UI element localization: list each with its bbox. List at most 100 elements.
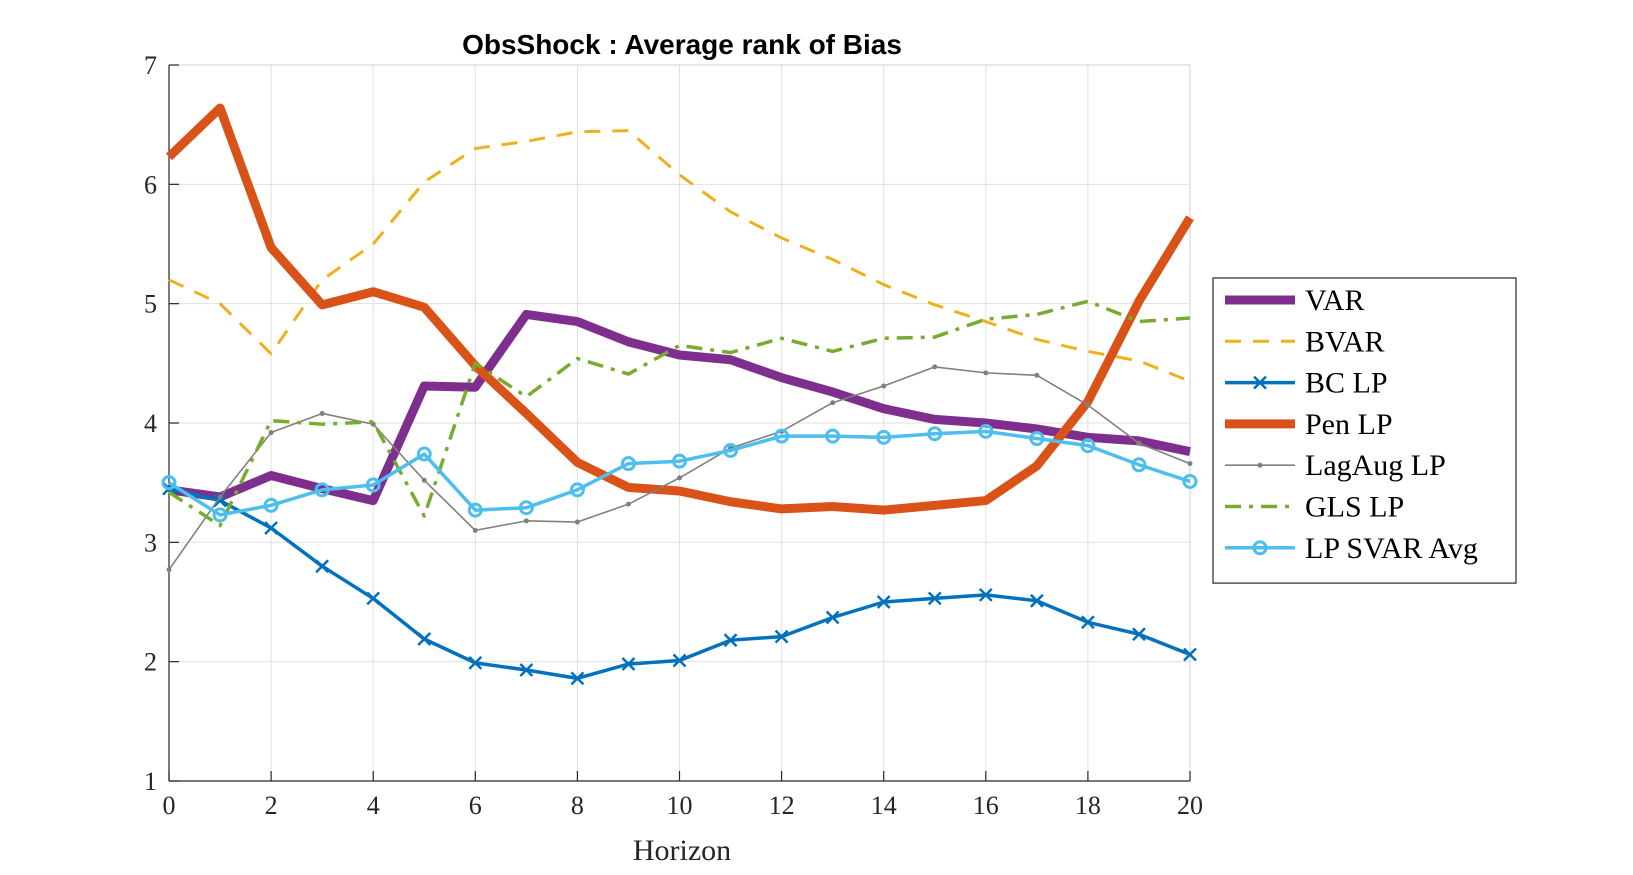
x-tick-label: 18 <box>1075 791 1101 820</box>
x-tick-label: 6 <box>469 791 482 820</box>
series-line-var <box>168 309 1191 506</box>
data-point-bc-lp <box>264 521 278 535</box>
data-point-lp-svar-avg <box>825 428 841 444</box>
series-lagaug-lp <box>166 364 1193 573</box>
legend-label-var: VAR <box>1305 284 1364 317</box>
data-point-lagaug-lp <box>421 477 427 483</box>
data-point-lp-svar-avg <box>1131 457 1147 473</box>
legend-label-lagaug-lp: LagAug LP <box>1305 449 1446 482</box>
data-point-lp-svar-avg <box>263 497 279 513</box>
data-point-lp-svar-avg <box>723 442 739 458</box>
data-point-bc-lp <box>366 591 381 606</box>
data-point-lp-svar-avg <box>467 502 483 518</box>
x-tick-label: 12 <box>769 791 795 820</box>
data-point-lagaug-lp <box>472 527 478 533</box>
data-point-bc-lp <box>774 629 789 644</box>
x-axis-label: Horizon <box>633 834 731 867</box>
legend-marker-bc-lp <box>1253 375 1267 390</box>
data-point-lp-svar-avg <box>161 475 177 491</box>
data-point-lagaug-lp <box>1085 402 1091 408</box>
series-lines <box>161 103 1198 686</box>
data-point-bc-lp <box>468 655 483 670</box>
legend-marker-lagaug-lp <box>1257 462 1263 468</box>
data-point-lagaug-lp <box>574 519 580 525</box>
y-tick-label: 1 <box>144 767 157 796</box>
data-point-bc-lp <box>621 657 636 671</box>
legend-label-bvar: BVAR <box>1305 325 1384 358</box>
data-point-bc-lp <box>1183 647 1197 662</box>
legend-box <box>1212 277 1517 584</box>
y-tick-label: 7 <box>144 51 157 80</box>
x-tick-label: 4 <box>367 791 380 820</box>
x-tick-label: 2 <box>265 791 278 820</box>
data-point-bc-lp <box>1081 615 1095 630</box>
data-point-bc-lp <box>825 610 840 625</box>
chart-title: ObsShock : Average rank of Bias <box>462 29 902 60</box>
data-point-bc-lp <box>723 633 738 648</box>
data-point-bc-lp <box>213 493 227 508</box>
data-point-bc-lp <box>519 663 534 677</box>
x-tick-label: 14 <box>871 791 897 820</box>
data-point-lp-svar-avg <box>927 426 943 442</box>
legend-label-bc-lp: BC LP <box>1305 367 1388 400</box>
series-line-lp-svar-avg <box>168 429 1191 517</box>
legend: VAR BVAR BC LP Pen LP LagAug LP GLS LP LP SVAR… <box>1212 277 1517 584</box>
data-point-lagaug-lp <box>217 494 223 500</box>
data-point-lagaug-lp <box>932 364 938 370</box>
data-point-lp-svar-avg <box>416 446 432 462</box>
data-point-lagaug-lp <box>830 400 836 406</box>
series-line-pen-lp <box>165 103 1194 515</box>
data-point-lagaug-lp <box>1187 461 1193 467</box>
y-tick-label: 5 <box>144 290 157 319</box>
data-point-lp-svar-avg <box>1080 438 1096 454</box>
data-point-lagaug-lp <box>166 567 172 573</box>
data-point-lagaug-lp <box>523 518 529 524</box>
data-point-lagaug-lp <box>319 410 325 416</box>
x-tick-label: 0 <box>163 791 176 820</box>
x-tick-label: 20 <box>1177 791 1203 820</box>
data-point-lagaug-lp <box>1034 372 1040 378</box>
data-point-bc-lp <box>1029 593 1044 608</box>
data-point-bc-lp <box>927 591 942 606</box>
series-var <box>168 309 1191 506</box>
y-tick-label: 3 <box>144 528 157 557</box>
y-tick-label: 2 <box>144 648 157 677</box>
data-point-lp-svar-avg <box>518 500 534 516</box>
data-point-bc-lp <box>876 595 891 609</box>
series-bvar <box>168 129 1191 383</box>
data-point-lp-svar-avg <box>365 477 381 493</box>
data-point-lp-svar-avg <box>1029 431 1045 447</box>
data-point-lp-svar-avg <box>620 456 636 472</box>
data-point-bc-lp <box>978 587 993 602</box>
data-point-bc-lp <box>1132 627 1146 642</box>
data-point-lagaug-lp <box>625 501 631 507</box>
legend-marker-lp-svar-avg <box>1252 540 1268 556</box>
y-tick-label: 4 <box>144 409 157 438</box>
x-tick-label: 16 <box>973 791 999 820</box>
data-point-lp-svar-avg <box>314 482 330 498</box>
data-point-lagaug-lp <box>1136 440 1142 446</box>
x-tick-label: 8 <box>571 791 584 820</box>
data-point-lp-svar-avg <box>978 423 994 439</box>
series-line-bvar <box>168 129 1191 383</box>
data-point-lp-svar-avg <box>1182 473 1198 489</box>
y-tick-label: 6 <box>144 170 157 199</box>
data-point-lagaug-lp <box>983 370 989 376</box>
data-point-lp-svar-avg <box>876 429 892 445</box>
data-point-lp-svar-avg <box>774 428 790 444</box>
series-lp-svar-avg <box>161 423 1198 523</box>
data-point-bc-lp <box>315 559 330 574</box>
data-point-lagaug-lp <box>677 475 682 481</box>
legend-label-lp-svar-avg: LP SVAR Avg <box>1305 532 1478 565</box>
data-point-lp-svar-avg <box>569 482 585 498</box>
legend-label-gls-lp: GLS LP <box>1305 491 1404 524</box>
data-point-lagaug-lp <box>881 383 887 389</box>
x-tick-label: 10 <box>667 791 693 820</box>
series-pen-lp <box>165 103 1194 515</box>
data-point-lp-svar-avg <box>672 453 687 469</box>
data-point-bc-lp <box>672 653 687 668</box>
legend-label-pen-lp: Pen LP <box>1305 408 1393 441</box>
data-point-lagaug-lp <box>268 430 274 436</box>
